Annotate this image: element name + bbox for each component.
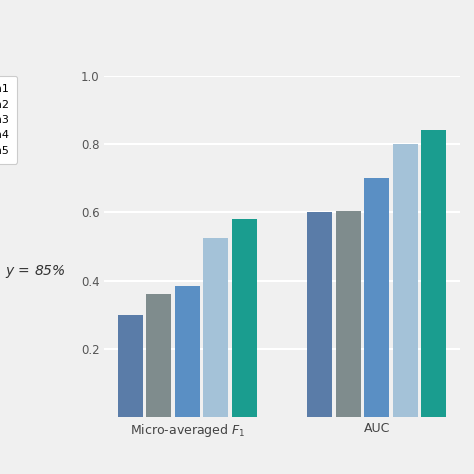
Legend: version1, version2, version3, version4, version5: version1, version2, version3, version4, … — [0, 76, 17, 164]
Bar — [393, 144, 418, 417]
Bar — [146, 294, 171, 417]
Bar — [336, 210, 361, 417]
Bar — [308, 212, 332, 417]
Text: $y$ = 85%: $y$ = 85% — [5, 263, 65, 280]
Bar — [203, 238, 228, 417]
Bar — [232, 219, 256, 417]
Bar — [118, 315, 143, 417]
Bar — [365, 178, 389, 417]
Bar — [421, 130, 446, 417]
Bar — [175, 286, 200, 417]
